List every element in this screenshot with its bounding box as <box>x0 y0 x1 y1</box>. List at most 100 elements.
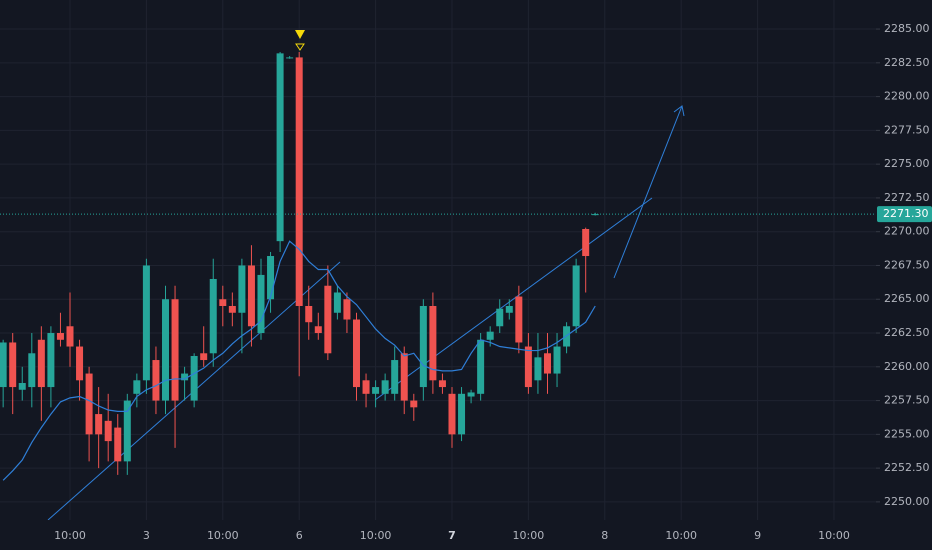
candle-body <box>591 214 599 216</box>
candle-body <box>0 342 7 388</box>
axes: 2250.00 2252.50 2255.00 2257.50 2260.00 2262.… <box>54 22 932 542</box>
candle-body <box>477 339 485 394</box>
candle-body <box>238 265 246 313</box>
candle-body <box>448 393 456 435</box>
candle-body <box>410 400 418 408</box>
candle-body <box>161 299 169 401</box>
candle-body <box>114 427 122 462</box>
candle-body <box>582 228 590 257</box>
moving-average-line <box>2 240 596 481</box>
y-tick-label: 2257.50 <box>884 394 930 407</box>
candle-body <box>209 278 217 354</box>
signal-marker <box>295 30 305 39</box>
candle-body <box>543 353 551 374</box>
y-tick-label: 2255.00 <box>884 427 930 440</box>
y-tick-label: 2265.00 <box>884 292 930 305</box>
candle-body <box>142 265 150 381</box>
candle-body <box>314 326 322 334</box>
candle-body <box>505 306 513 313</box>
x-tick-label: 10:00 <box>665 529 697 542</box>
candle-body <box>28 353 36 388</box>
candle-body <box>9 342 17 388</box>
candle-body <box>286 57 294 59</box>
signal-marker <box>295 43 305 51</box>
candle-body <box>305 306 313 323</box>
y-tick-label: 2267.50 <box>884 258 930 271</box>
candle-body <box>343 299 351 320</box>
candle-body <box>228 306 236 313</box>
candle-body <box>85 373 93 435</box>
candle-body <box>257 274 265 334</box>
candle-body <box>372 387 380 394</box>
candle-body <box>123 400 131 462</box>
y-tick-label: 2280.00 <box>884 90 930 103</box>
y-tick-label: 2252.50 <box>884 461 930 474</box>
candle-body <box>333 292 341 313</box>
candle-body <box>352 319 360 388</box>
candle-body <box>76 346 84 381</box>
price-axis <box>876 0 932 550</box>
candle-body <box>18 383 26 390</box>
candle-body <box>381 380 389 394</box>
candle-body <box>391 360 399 394</box>
candle-body <box>324 285 332 354</box>
candle-body <box>429 306 437 381</box>
candle-body <box>534 357 542 381</box>
x-tick-label: 10:00 <box>513 529 545 542</box>
y-tick-label: 2282.50 <box>884 56 930 69</box>
candle-body <box>458 393 466 435</box>
time-axis <box>0 520 876 550</box>
x-tick-label: 10:00 <box>818 529 850 542</box>
y-tick-label: 2262.50 <box>884 326 930 339</box>
candle-body <box>486 331 494 340</box>
candle-body <box>572 265 580 327</box>
y-tick-label: 2270.00 <box>884 225 930 238</box>
candle-body <box>524 346 532 388</box>
candle-body <box>419 306 427 388</box>
last-price-box <box>877 206 932 223</box>
y-tick-label: 2275.00 <box>884 157 930 170</box>
x-tick-label: 7 <box>448 529 456 542</box>
candle-body <box>152 360 160 401</box>
candle-body <box>56 333 64 340</box>
candle-body <box>219 299 227 307</box>
candle-body <box>95 414 103 435</box>
candle-body <box>467 392 475 397</box>
x-tick-label: 10:00 <box>207 529 239 542</box>
x-tick-label: 3 <box>143 529 150 542</box>
candles <box>0 52 876 481</box>
candle-body <box>362 380 370 394</box>
y-tick-label: 2260.00 <box>884 360 930 373</box>
y-tick-label: 2272.50 <box>884 191 930 204</box>
arrow-line <box>613 105 683 279</box>
x-tick-label: 10:00 <box>54 529 86 542</box>
candle-body <box>438 380 446 388</box>
candle-body <box>496 308 504 327</box>
candle-body <box>553 346 561 374</box>
candle-body <box>171 299 179 401</box>
candle-body <box>276 53 284 242</box>
candle-body <box>104 420 112 442</box>
candle-body <box>295 57 303 307</box>
candle-body <box>200 353 208 361</box>
candle-body <box>181 373 189 381</box>
candle-body <box>515 296 523 343</box>
candle-body <box>267 256 275 300</box>
x-tick-label: 8 <box>601 529 608 542</box>
candle-body <box>37 339 45 388</box>
x-tick-label: 9 <box>754 529 761 542</box>
candle-body <box>190 355 198 401</box>
x-tick-label: 6 <box>296 529 303 542</box>
x-tick-label: 10:00 <box>360 529 392 542</box>
last-price-label: 2271.30 <box>883 207 929 220</box>
candle-body <box>66 326 74 347</box>
candle-body <box>133 380 141 394</box>
signal-markers <box>295 30 305 51</box>
candle-body <box>400 353 408 401</box>
arrow-head <box>673 105 685 117</box>
y-tick-label: 2277.50 <box>884 123 930 136</box>
candle-body <box>247 265 255 327</box>
candle-body <box>47 333 55 388</box>
